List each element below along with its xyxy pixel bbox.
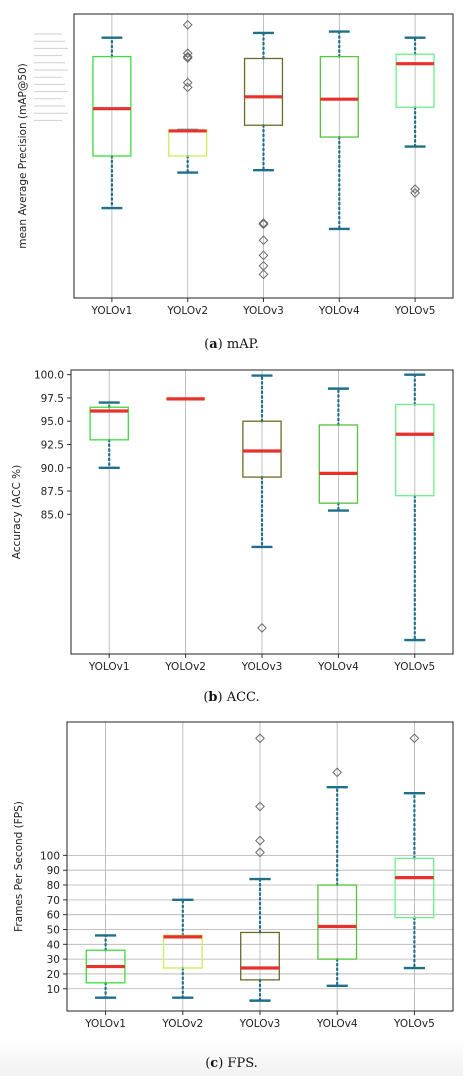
box-iqr xyxy=(242,420,282,478)
outlier-marker xyxy=(332,767,343,778)
y-tick-label: 100 xyxy=(40,850,60,862)
box-yolov3 xyxy=(242,374,282,633)
outlier-marker xyxy=(182,82,193,93)
x-tick-label: YOLOv2 xyxy=(161,1018,203,1030)
y-tick-label: 97.5 xyxy=(41,393,64,405)
x-tick-label: YOLOv3 xyxy=(242,305,284,317)
box-yolov4 xyxy=(319,30,359,231)
fps-boxplot: 10 20 30 40 50 60 70 80 90 100 YOLOv1 YOLOv2 YOLOv3 Y… xyxy=(13,721,454,1030)
box-iqr xyxy=(319,55,359,138)
box-iqr xyxy=(240,931,280,981)
box-iqr xyxy=(317,884,358,960)
outlier-marker xyxy=(258,269,269,280)
caption-a-text: mAP. xyxy=(222,337,259,352)
y-tick-label: 20 xyxy=(47,969,60,981)
y-axis-label: Accuracy (ACC %) xyxy=(11,465,23,559)
outlier-marker xyxy=(409,733,420,744)
caption-b: (b) ACC. xyxy=(203,690,260,705)
x-tick-label: YOLOv4 xyxy=(316,1018,358,1030)
x-tick-label: YOLOv2 xyxy=(166,305,208,317)
y-tick-label: 80 xyxy=(47,880,60,892)
x-tick-label: YOLOv3 xyxy=(241,661,283,673)
fps-chart-panel: 10 20 30 40 50 60 70 80 90 100 YOLOv1 YOLOv2 YOLOv3 Y… xyxy=(0,718,463,1038)
x-tick-label: YOLOv5 xyxy=(394,305,436,317)
outlier-marker xyxy=(182,77,193,88)
y-tick-label: 70 xyxy=(47,895,60,907)
box-iqr xyxy=(89,406,129,441)
box-yolov1 xyxy=(92,36,132,210)
box-yolov2 xyxy=(165,397,206,401)
box-yolov4 xyxy=(318,387,359,512)
box-yolov3 xyxy=(243,31,284,280)
x-tick-label: YOLOv5 xyxy=(393,661,435,673)
plot-frame xyxy=(66,721,454,1012)
y-tick-label: 60 xyxy=(47,910,60,922)
y-tick-label: 85.0 xyxy=(41,509,64,521)
box-yolov2 xyxy=(162,898,203,999)
caption-c-letter: c xyxy=(210,1056,219,1071)
caption-c: (c) FPS. xyxy=(205,1056,258,1071)
box-yolov1 xyxy=(85,934,126,999)
box-yolov4 xyxy=(317,767,358,988)
y-tick-label: 92.5 xyxy=(41,439,64,451)
x-tick-label: YOLOv3 xyxy=(239,1018,281,1030)
x-tick-label: YOLOv4 xyxy=(317,661,359,673)
outlier-marker xyxy=(258,235,269,246)
outlier-marker xyxy=(255,801,265,812)
box-iqr xyxy=(394,857,435,919)
box-iqr xyxy=(395,403,435,497)
outlier-marker xyxy=(182,53,193,63)
acc-chart-panel: 85.0 87.5 90.0 92.5 95.0 97.5 100.0 YOLOv1 YOLOv… xyxy=(0,365,463,685)
outlier-marker xyxy=(258,250,269,261)
x-tick-label: YOLOv1 xyxy=(84,1018,126,1030)
box-yolov3 xyxy=(240,733,280,1002)
x-tick-label: YOLOv1 xyxy=(91,305,133,317)
y-tick-label: 30 xyxy=(47,954,60,966)
outlier-marker xyxy=(257,623,267,633)
y-axis-label: mean Average Precision (mAP@50) xyxy=(17,63,29,249)
plot-frame xyxy=(70,369,454,655)
y-tick-label: 90 xyxy=(47,865,60,877)
y-tick-label: 87.5 xyxy=(41,486,64,498)
y-tick-label: 10 xyxy=(47,984,60,996)
y-tick-label: 50 xyxy=(47,924,60,936)
bottom-fade xyxy=(0,1040,463,1076)
outlier-marker xyxy=(182,19,193,30)
map-chart-panel: YOLOv1 YOLOv2 YOLOv3 YOLOv4 YOLOv5 mean Avera… xyxy=(0,0,463,330)
box-iqr xyxy=(395,53,435,108)
x-tick-label: YOLOv5 xyxy=(393,1018,435,1030)
box-yolov2 xyxy=(168,19,208,174)
caption-b-letter: b xyxy=(208,690,218,705)
outlier-marker xyxy=(255,847,265,858)
caption-a: (a) mAP. xyxy=(204,337,259,352)
x-tick-label: YOLOv1 xyxy=(88,661,130,673)
box-yolov5 xyxy=(395,373,435,642)
box-yolov5 xyxy=(394,733,435,970)
box-iqr xyxy=(92,55,132,157)
box-iqr xyxy=(318,424,359,504)
x-tick-label: YOLOv2 xyxy=(164,661,206,673)
outlier-marker xyxy=(255,733,265,744)
y-tick-label: 100.0 xyxy=(34,370,64,382)
caption-c-text: FPS. xyxy=(223,1056,258,1071)
outlier-marker xyxy=(258,218,269,229)
acc-boxplot: 85.0 87.5 90.0 92.5 95.0 97.5 100.0 YOLOv1 YOLOv… xyxy=(11,369,454,673)
y-axis-label: Frames Per Second (FPS) xyxy=(13,801,25,932)
outlier-marker xyxy=(410,188,421,198)
plot-frame xyxy=(73,13,454,299)
y-tick-label: 90.0 xyxy=(41,463,64,475)
outlier-marker xyxy=(182,48,193,59)
outlier-marker xyxy=(258,219,269,230)
map-boxplot: YOLOv1 YOLOv2 YOLOv3 YOLOv4 YOLOv5 mean Avera… xyxy=(17,13,454,317)
y-tick-label: 95.0 xyxy=(41,416,64,428)
box-yolov5 xyxy=(395,36,435,198)
y-tick-label: 40 xyxy=(47,939,60,951)
caption-a-letter: a xyxy=(209,337,218,352)
outlier-marker xyxy=(255,835,265,846)
box-yolov1 xyxy=(89,401,129,469)
box-iqr xyxy=(243,57,284,126)
caption-b-text: ACC. xyxy=(222,690,260,705)
outlier-marker xyxy=(410,184,421,195)
x-tick-label: YOLOv4 xyxy=(318,305,360,317)
